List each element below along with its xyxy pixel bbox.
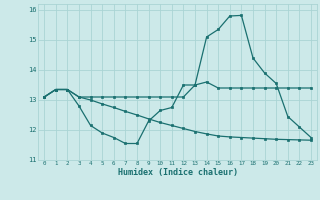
X-axis label: Humidex (Indice chaleur): Humidex (Indice chaleur) (118, 168, 238, 177)
